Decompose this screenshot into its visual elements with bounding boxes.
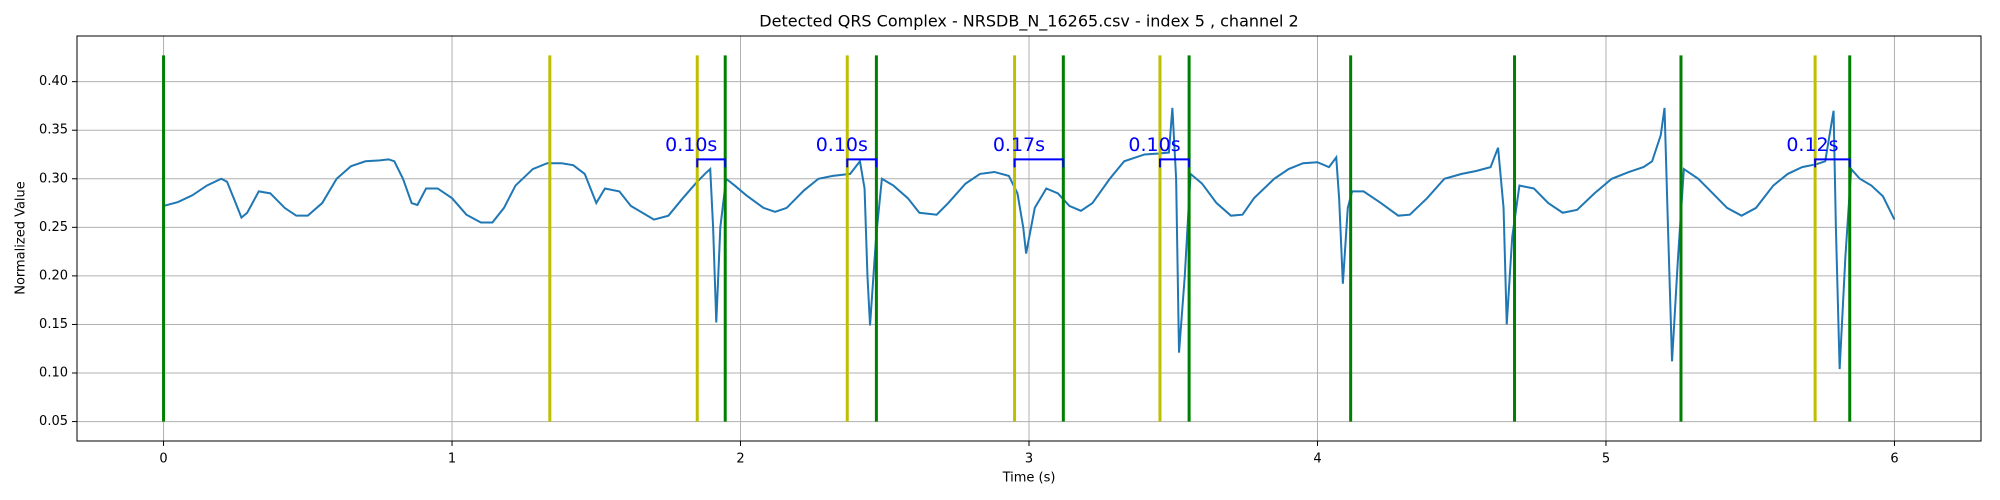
interval-label: 0.12s — [1786, 134, 1838, 156]
interval-bracket — [1013, 158, 1065, 168]
y-tick-label: 0.35 — [39, 123, 68, 138]
interval-label: 0.10s — [1128, 134, 1180, 156]
y-tick-label: 0.15 — [39, 317, 68, 332]
interval-bracket — [846, 158, 878, 168]
y-tick-label: 0.05 — [39, 414, 68, 429]
x-tick-label: 3 — [1025, 452, 1033, 467]
interval-bracket — [696, 158, 727, 168]
x-axis-label: Time (s) — [1002, 471, 1056, 486]
x-tick-label: 0 — [159, 452, 167, 467]
interval-label: 0.10s — [816, 134, 868, 156]
signal-line — [163, 107, 1896, 370]
x-tick-label: 2 — [736, 452, 744, 467]
y-tick-label: 0.30 — [39, 171, 68, 186]
x-tick-label: 4 — [1313, 452, 1321, 467]
y-tick-label: 0.40 — [39, 74, 68, 89]
plot-frame — [76, 35, 1982, 442]
x-tick-label: 6 — [1890, 452, 1898, 467]
chart-title: Detected QRS Complex - NRSDB_N_16265.csv… — [759, 12, 1298, 32]
x-tick-label: 1 — [448, 452, 456, 467]
y-axis-label: Normalized Value — [14, 181, 29, 295]
x-tick-label: 5 — [1602, 452, 1610, 467]
interval-bracket — [1158, 158, 1191, 168]
interval-label: 0.10s — [665, 134, 717, 156]
y-tick-label: 0.10 — [39, 366, 68, 381]
interval-label: 0.17s — [993, 134, 1045, 156]
interval-bracket — [1814, 158, 1851, 168]
y-tick-label: 0.25 — [39, 220, 68, 235]
y-tick-label: 0.20 — [39, 268, 68, 283]
